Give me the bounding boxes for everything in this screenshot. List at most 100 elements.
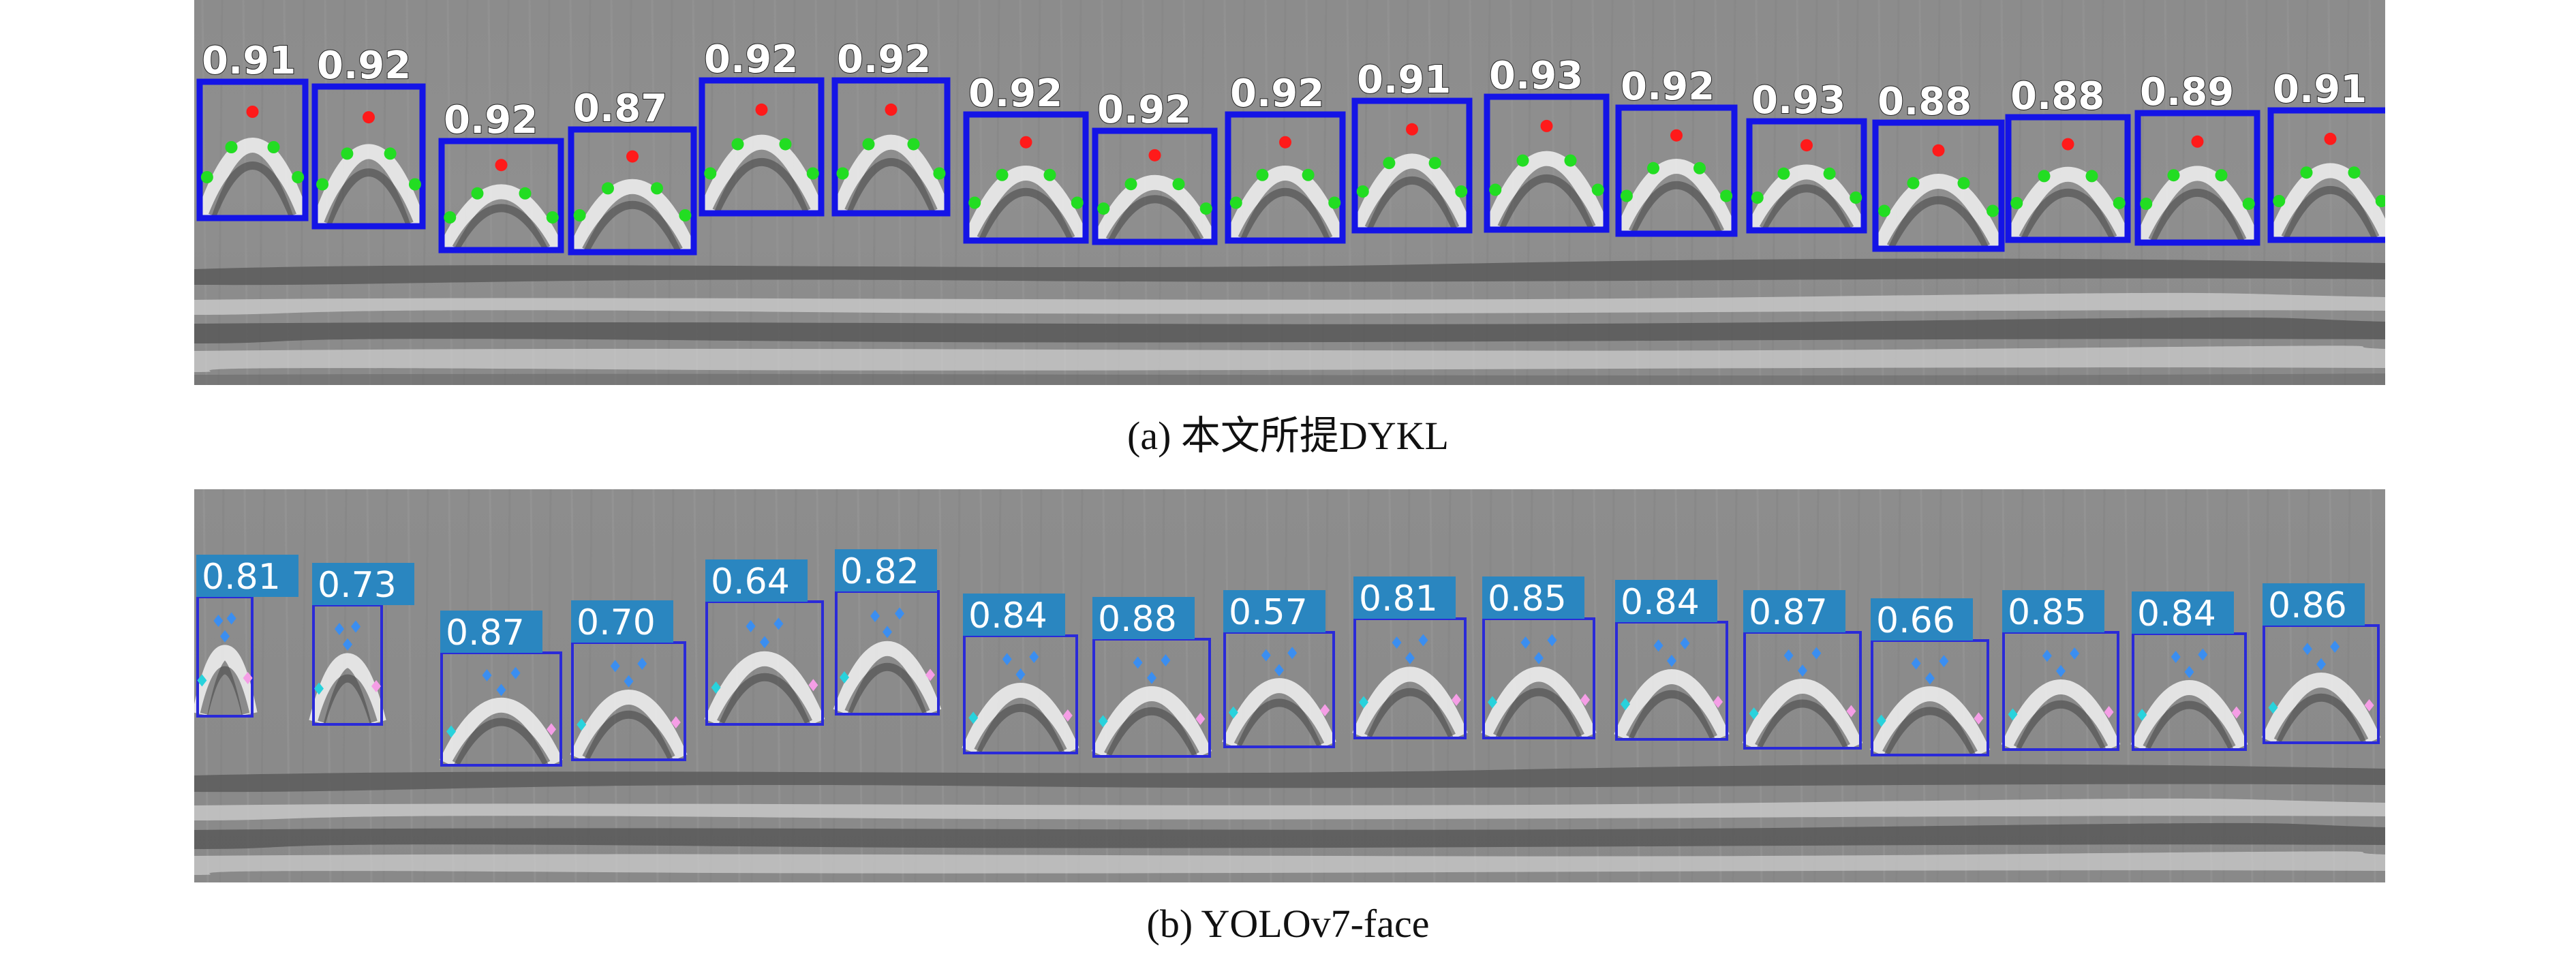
keypoint-marker [895,607,904,620]
keypoint-marker [335,623,344,635]
limb-keypoint [573,209,586,221]
keypoint-marker [773,617,784,630]
keypoint-marker [1925,672,1935,685]
detections-b: 0.81 0.73 0.87 0.70 0.64 0.82 0.84 0.88 0.57 0.81… [194,549,2381,767]
detection-box: 0.92 [311,43,426,230]
confidence-label: 0.87 [446,613,525,653]
keypoint-marker [1358,696,1368,709]
limb-keypoint [2300,166,2313,179]
keypoint-marker [243,672,253,684]
bounding-box [2005,114,2131,243]
caption-b: (b) YOLOv7-face [1146,902,1430,946]
label-background [571,600,673,643]
keypoint-marker [2137,709,2147,721]
keypoint-marker [1846,705,1856,718]
limb-keypoint [1199,202,1212,215]
apex-keypoint [1148,149,1161,161]
label-background [1092,597,1195,639]
label-background [2002,590,2104,632]
confidence-label: 0.84 [2137,594,2216,634]
limb-keypoint [1823,167,1836,180]
limb-keypoint [779,138,792,151]
limb-keypoint [1124,178,1137,191]
apex-keypoint [363,111,375,124]
apex-keypoint [1019,136,1032,149]
keypoint-marker [577,718,587,731]
detection-box: 0.70 [570,600,688,761]
keypoint-marker [1620,698,1630,711]
detection-box: 0.92 [699,37,825,217]
keypoint-marker [1580,694,1591,706]
keypoint-marker [1783,649,1794,662]
limb-keypoint [1328,196,1341,209]
bounding-box [1351,97,1473,234]
keypoint-marker [351,620,361,633]
limb-keypoint [2085,170,2098,183]
bounding-box [1225,111,1346,244]
limb-keypoint [651,182,663,195]
label-background [1353,576,1456,619]
confidence-label: 0.86 [2268,585,2347,626]
limb-keypoint [1564,154,1577,167]
limb-keypoint [267,141,280,153]
radargram-panel-a: 0.91 0.92 0.92 0.87 0.92 0.92 0.92 0.92 0.92 0.91… [194,0,2385,385]
confidence-label: 0.70 [577,602,656,643]
keypoint-marker [1487,696,1497,709]
keypoint-marker [2104,705,2114,718]
limb-keypoint [200,171,213,183]
limb-keypoint [1591,183,1604,196]
detection-box: 0.88 [1091,597,1212,758]
bounding-box [1872,119,2005,252]
keypoint-marker [220,630,230,643]
apex-keypoint [1670,129,1683,142]
limb-keypoint [1720,189,1733,202]
keypoint-marker [2316,658,2326,671]
limb-keypoint [1356,185,1369,198]
bounding-box [311,83,426,230]
detection-box: 0.91 [1351,57,1473,234]
keypoint-marker [1320,704,1330,717]
limb-keypoint [2038,170,2051,183]
radargram-image-a: 0.91 0.92 0.92 0.87 0.92 0.92 0.92 0.92 0.92 0.91… [194,0,2385,385]
limb-keypoint [471,187,484,200]
keypoint-marker [2008,708,2018,721]
keypoint-marker [2171,651,2181,663]
confidence-label: 0.91 [2273,67,2367,112]
keypoint-marker [1133,656,1143,669]
bounding-box [699,77,825,217]
keypoint-marker [496,683,506,696]
confidence-label: 0.73 [318,565,397,606]
subsurface-layers-a [194,258,2385,385]
apex-keypoint [755,103,768,116]
keypoint-marker [1261,649,1271,662]
confidence-label: 0.89 [2140,70,2234,114]
keypoint-marker [2302,643,2312,656]
confidence-label: 0.84 [1621,582,1700,623]
detection-box: 0.85 [2001,590,2121,751]
confidence-label: 0.85 [1488,579,1567,619]
apex-keypoint [1932,144,1945,157]
apex-keypoint [2061,138,2074,151]
limb-keypoint [907,138,920,151]
detection-box: 0.89 [2134,70,2260,246]
keypoint-marker [2042,649,2052,662]
detection-box: 0.87 [568,86,697,256]
confidence-label: 0.92 [1621,65,1715,109]
keypoint-marker [883,626,892,638]
detection-box: 0.73 [309,563,414,726]
apex-keypoint [2324,132,2337,145]
keypoint-marker [1147,671,1156,684]
limb-keypoint [2273,195,2286,207]
detection-box: 0.92 [1615,64,1738,237]
confidence-label: 0.81 [1359,579,1438,619]
confidence-label: 0.92 [317,44,411,88]
keypoint-marker [1876,714,1886,727]
apex-keypoint [495,159,508,172]
limb-keypoint [1647,161,1659,174]
keypoint-marker [1098,715,1108,728]
detection-box: 0.84 [1614,580,1730,741]
keypoint-marker [1452,694,1462,706]
detection-box: 0.64 [704,559,825,726]
limb-keypoint [384,147,397,160]
limb-keypoint [1428,157,1441,170]
